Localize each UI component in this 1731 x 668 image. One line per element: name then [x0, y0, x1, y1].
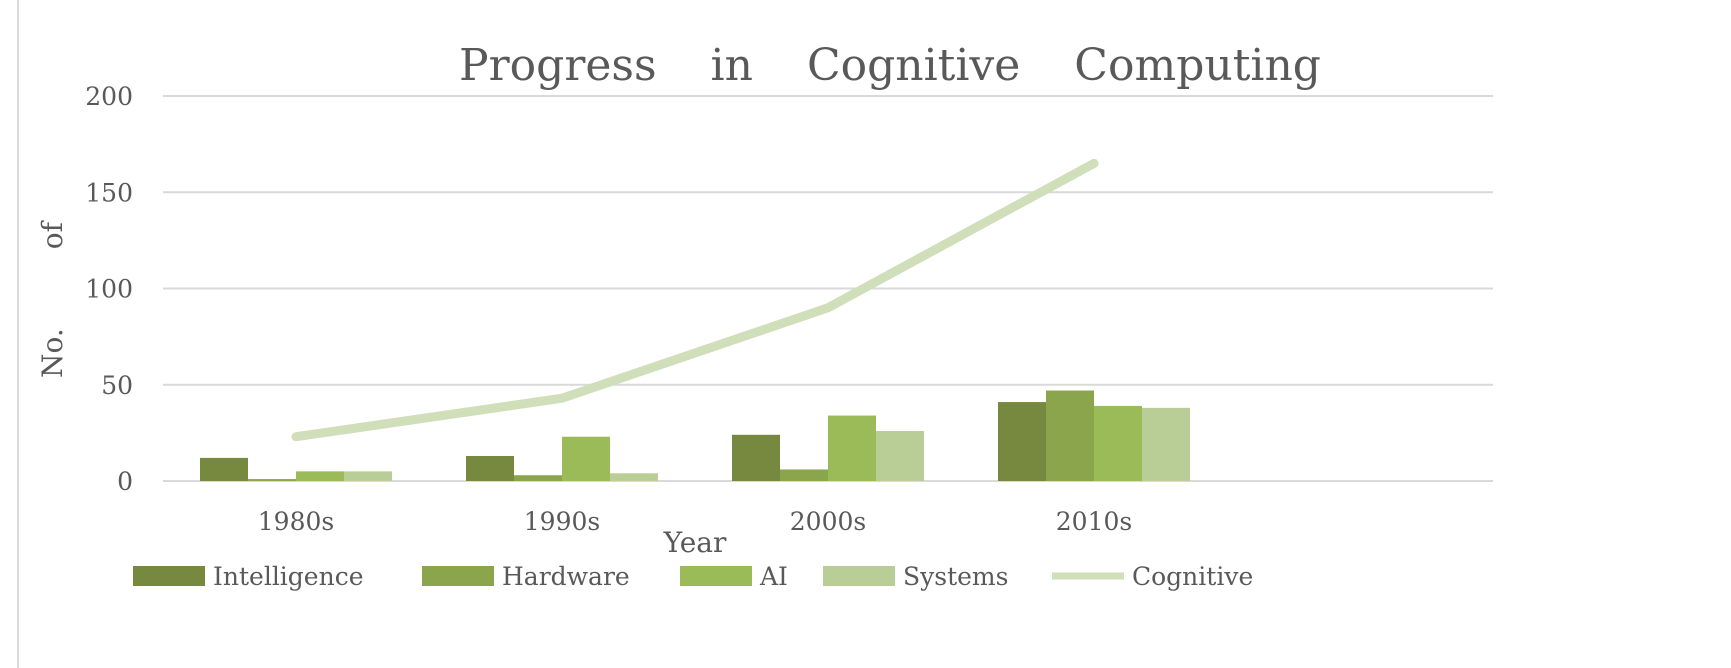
y-tick-label: 150 [85, 178, 133, 207]
y-tick-label: 200 [85, 82, 133, 111]
x-axis-label: Year [663, 526, 727, 559]
y-tick-label: 0 [117, 467, 133, 496]
bar-hardware [1046, 390, 1094, 481]
bar-intelligence [466, 455, 514, 481]
legend-label-systems: Systems [903, 562, 1008, 591]
line-cognitive [291, 158, 1099, 442]
legend-swatch-hardware [422, 566, 494, 586]
bar-systems [1142, 407, 1190, 481]
bar-systems [610, 473, 658, 481]
legend-label-hardware: Hardware [502, 562, 630, 591]
x-tick-label: 2000s [790, 507, 866, 536]
y-axis-label: No. of [36, 219, 69, 378]
legend-label-cognitive: Cognitive [1132, 562, 1253, 591]
bar-hardware [780, 469, 828, 481]
x-tick-label: 2010s [1056, 507, 1132, 536]
x-tick-label: 1990s [524, 507, 600, 536]
bar-ai [562, 436, 610, 481]
legend-label-ai: AI [759, 562, 788, 591]
chart-frame-border [17, 0, 19, 668]
bar-ai [296, 471, 344, 481]
bar-ai [828, 415, 876, 481]
bar-intelligence [200, 457, 248, 481]
legend-label-intelligence: Intelligence [213, 562, 364, 591]
legend-swatch-systems [823, 566, 895, 586]
legend-swatch-intelligence [133, 566, 205, 586]
bar-intelligence [732, 434, 780, 481]
legend-swatch-ai [680, 566, 752, 586]
bar-intelligence [998, 402, 1046, 481]
bar-ai [1094, 405, 1142, 481]
bar-hardware [248, 479, 296, 481]
x-tick-label: 1980s [258, 507, 334, 536]
chart-title: Progress in Cognitive Computing [459, 40, 1321, 91]
y-tick-label: 100 [85, 275, 133, 304]
y-tick-label: 50 [101, 371, 133, 400]
bar-systems [876, 430, 924, 481]
bar-hardware [514, 475, 562, 481]
bar-systems [344, 471, 392, 481]
